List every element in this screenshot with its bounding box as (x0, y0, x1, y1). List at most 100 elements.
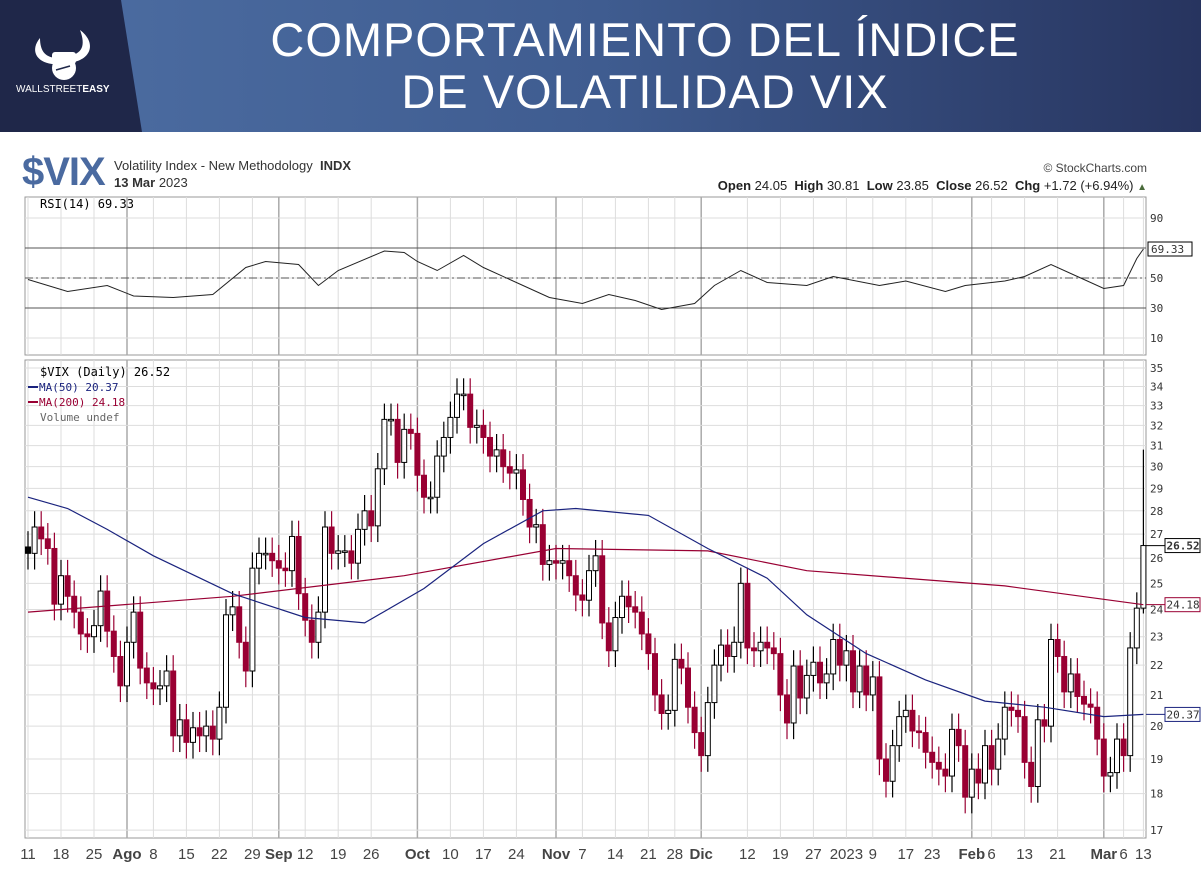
x-tick-label: 21 (640, 846, 657, 863)
ma50-legend: MA(50) 20.37 (39, 381, 118, 394)
candle-body (665, 709, 672, 714)
candle-body (315, 611, 322, 643)
candle-body (671, 658, 678, 711)
candle (586, 554, 592, 617)
candle (58, 559, 64, 621)
candle-body (869, 676, 876, 696)
candle-body (506, 466, 513, 474)
candle (262, 537, 269, 570)
candle-body (176, 719, 183, 737)
x-tick-label: Mar (1090, 846, 1117, 863)
candle (1074, 658, 1081, 713)
ma50-value-label: 20.37 (1167, 708, 1200, 721)
candle (130, 596, 137, 659)
candle-body (856, 665, 863, 693)
rsi-tick-label: 30 (1150, 302, 1163, 315)
candle-body (599, 555, 606, 624)
x-tick-label: Ago (112, 846, 141, 863)
candle-body (830, 638, 837, 675)
candle-body (1015, 709, 1021, 718)
candle (982, 729, 988, 800)
rsi-value-label: 69.33 (1151, 243, 1184, 256)
candle-body (401, 428, 408, 463)
candle (1107, 756, 1114, 793)
candle (157, 670, 163, 706)
candle (995, 723, 1002, 786)
candle (665, 694, 672, 730)
candle-body (605, 622, 612, 652)
candle (77, 596, 84, 651)
ma50-value-label-box (1164, 706, 1201, 722)
price-tick-label: 35 (1150, 362, 1163, 375)
ma50-line (27, 496, 1144, 718)
candle (916, 715, 922, 749)
candle-body (579, 594, 586, 601)
x-tick-label: 6 (1119, 846, 1127, 863)
candle (407, 413, 414, 450)
price-tick-label: 31 (1150, 440, 1163, 453)
up-arrow-icon: ▲ (1137, 182, 1147, 193)
candle-body (434, 455, 441, 498)
banner: WALLSTREETEASY COMPORTAMIENTO DEL ÍNDICE… (0, 0, 1201, 132)
candle-body (394, 418, 401, 463)
candle (751, 632, 757, 667)
candle (850, 634, 856, 709)
candle-body (843, 650, 850, 666)
x-tick-label: Sep (265, 846, 293, 863)
candle (434, 440, 441, 514)
candle-body (803, 674, 810, 699)
rsi-tick-label: 50 (1150, 272, 1163, 285)
candle (1034, 703, 1041, 803)
candle-body (1021, 716, 1028, 763)
candle-body (341, 550, 348, 553)
candle-body (157, 685, 163, 690)
candle (190, 711, 196, 759)
x-tick-label: 25 (86, 846, 103, 863)
x-tick-label: 2023 (830, 846, 863, 863)
candle-body (137, 611, 144, 669)
candle (44, 523, 51, 565)
rsi-panel-frame (24, 196, 1147, 356)
candle-body (810, 661, 817, 676)
candle (790, 650, 797, 740)
candle-body (916, 730, 922, 734)
candle-body (110, 630, 117, 657)
candle (460, 378, 467, 411)
candle (1021, 700, 1028, 779)
candle (394, 403, 401, 479)
candle-body (335, 550, 342, 554)
candle (1048, 623, 1054, 743)
x-tick-label: 26 (363, 846, 380, 863)
candle-body (130, 611, 137, 643)
candle (962, 729, 969, 814)
candle-body (97, 590, 104, 627)
candle (988, 729, 995, 786)
candle-body (84, 633, 91, 638)
candle (467, 378, 474, 444)
candle (163, 655, 170, 703)
candle (883, 743, 889, 798)
candle-body (269, 552, 276, 562)
candle-body (638, 611, 645, 635)
candle-body (1001, 706, 1008, 740)
candle-body (143, 667, 150, 684)
rsi-tick-label: 10 (1150, 332, 1163, 345)
x-tick-label: 13 (1016, 846, 1033, 863)
candle-body (421, 474, 427, 498)
candle (124, 626, 130, 703)
candle-body (546, 560, 553, 565)
ma200-line (27, 547, 1144, 613)
candle (51, 532, 58, 621)
candle-body (454, 393, 460, 418)
candle (203, 710, 210, 753)
candle (374, 452, 381, 543)
candle (223, 599, 229, 724)
candle (724, 629, 731, 673)
candle (526, 483, 533, 544)
candle-body (764, 641, 771, 649)
candle-body (1140, 545, 1147, 609)
candle-body (836, 638, 843, 666)
candle (652, 637, 658, 712)
candle-body (163, 670, 170, 687)
candle-body (797, 665, 804, 699)
